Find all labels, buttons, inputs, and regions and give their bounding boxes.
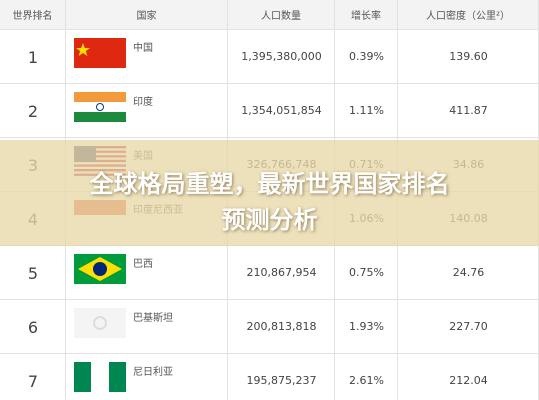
banner-title: 预测分析 — [221, 206, 318, 234]
flag — [74, 254, 126, 284]
country-name: 巴基斯坦 — [133, 313, 173, 324]
rank: 5 — [27, 264, 39, 283]
density: 24.76 — [452, 266, 485, 279]
growth-rate: 2.61% — [349, 374, 384, 387]
table-cell — [335, 84, 398, 138]
country-name: 印度 — [133, 97, 153, 108]
column-header: 人口密度（公里²） — [398, 0, 539, 30]
flag — [74, 362, 126, 392]
table-cell — [335, 300, 398, 354]
table-cell — [66, 30, 228, 84]
rank: 7 — [27, 372, 39, 391]
country-name: 巴西 — [133, 259, 153, 270]
table-cell — [228, 354, 335, 400]
table-cell — [0, 84, 66, 138]
banner-title: 全球格局重塑，最新世界国家排名 — [89, 170, 450, 198]
table-cell — [335, 30, 398, 84]
growth-rate: 0.39% — [349, 50, 384, 63]
flag — [74, 92, 126, 122]
density: 411.87 — [449, 104, 488, 117]
density: 227.70 — [449, 320, 488, 333]
flag — [74, 38, 126, 68]
column-header: 增长率 — [335, 0, 398, 30]
population: 210,867,954 — [246, 266, 317, 279]
table-cell — [335, 354, 398, 400]
population: 195,875,237 — [246, 374, 317, 387]
table-cell — [0, 354, 66, 400]
column-header: 世界排名 — [0, 0, 66, 30]
column-header: 国家 — [66, 0, 228, 30]
table-cell — [0, 300, 66, 354]
growth-rate: 1.11% — [349, 104, 384, 117]
table-cell — [228, 84, 335, 138]
rank: 2 — [27, 102, 39, 121]
table-cell — [0, 246, 66, 300]
column-header: 人口数量 — [228, 0, 335, 30]
growth-rate: 1.93% — [349, 320, 384, 333]
table-cell — [335, 246, 398, 300]
table-cell — [66, 300, 228, 354]
table-cell — [0, 30, 66, 84]
table-cell — [66, 246, 228, 300]
banner: 全球格局重塑，最新世界国家排名 预测分析 — [0, 140, 539, 246]
table-cell — [66, 84, 228, 138]
table-cell — [228, 246, 335, 300]
table-cell — [228, 300, 335, 354]
table-cell — [228, 30, 335, 84]
table-cell — [66, 354, 228, 400]
flag — [74, 308, 126, 338]
rank: 6 — [27, 318, 39, 337]
density: 212.04 — [449, 374, 488, 387]
country-name: 中国 — [133, 43, 153, 54]
population: 200,813,818 — [246, 320, 317, 333]
population: 1,395,380,000 — [241, 50, 322, 63]
density: 139.60 — [449, 50, 488, 63]
population: 1,354,051,854 — [241, 104, 322, 117]
rank: 1 — [27, 48, 39, 67]
growth-rate: 0.75% — [349, 266, 384, 279]
country-name: 尼日利亚 — [133, 367, 173, 378]
